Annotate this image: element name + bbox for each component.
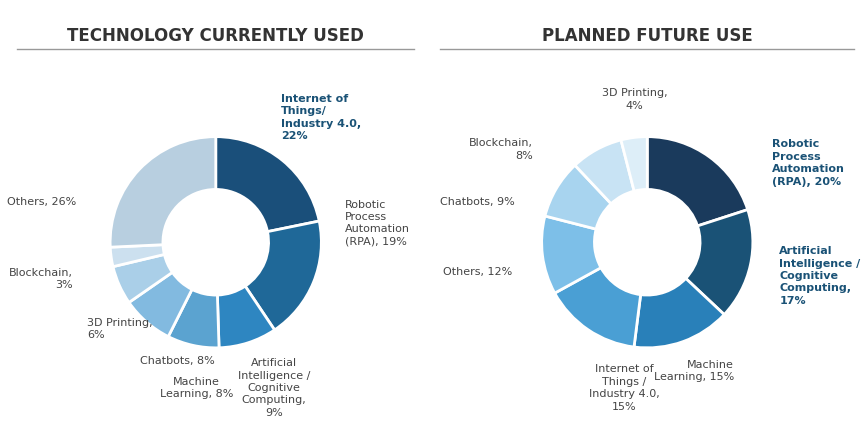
Text: Others, 12%: Others, 12% — [443, 267, 512, 277]
Wedge shape — [216, 137, 319, 232]
Wedge shape — [647, 137, 747, 226]
Wedge shape — [621, 137, 647, 191]
Text: Blockchain,
8%: Blockchain, 8% — [469, 138, 533, 161]
Text: Robotic
Process
Automation
(RPA), 19%: Robotic Process Automation (RPA), 19% — [344, 200, 410, 247]
Text: TECHNOLOGY CURRENTLY USED: TECHNOLOGY CURRENTLY USED — [67, 27, 364, 45]
Text: Internet of
Things/
Industry 4.0,
22%: Internet of Things/ Industry 4.0, 22% — [281, 94, 362, 141]
Wedge shape — [575, 140, 634, 204]
Wedge shape — [545, 165, 611, 229]
Wedge shape — [129, 272, 192, 337]
Text: PLANNED FUTURE USE: PLANNED FUTURE USE — [542, 27, 753, 45]
Text: Machine
Learning, 15%: Machine Learning, 15% — [653, 360, 734, 382]
Text: Chatbots, 8%: Chatbots, 8% — [140, 356, 215, 366]
Wedge shape — [245, 221, 321, 330]
Text: Others, 26%: Others, 26% — [7, 197, 76, 207]
Wedge shape — [113, 255, 173, 303]
Wedge shape — [686, 210, 753, 314]
Text: Machine
Learning, 8%: Machine Learning, 8% — [160, 377, 233, 399]
Wedge shape — [542, 216, 601, 293]
Text: Internet of
Things /
Industry 4.0,
15%: Internet of Things / Industry 4.0, 15% — [589, 364, 659, 411]
Wedge shape — [555, 268, 640, 347]
Wedge shape — [110, 137, 216, 247]
Wedge shape — [110, 245, 164, 266]
Text: Chatbots, 9%: Chatbots, 9% — [440, 197, 515, 207]
Text: Robotic
Process
Automation
(RPA), 20%: Robotic Process Automation (RPA), 20% — [772, 139, 845, 187]
Text: 3D Printing,
4%: 3D Printing, 4% — [602, 88, 667, 111]
Wedge shape — [168, 289, 219, 348]
Wedge shape — [634, 278, 724, 348]
Text: Artificial
Intelligence /
Cognitive
Computing,
17%: Artificial Intelligence / Cognitive Comp… — [779, 246, 860, 306]
Text: Blockchain,
3%: Blockchain, 3% — [9, 268, 73, 290]
Text: Artificial
Intelligence /
Cognitive
Computing,
9%: Artificial Intelligence / Cognitive Comp… — [237, 358, 310, 418]
Wedge shape — [217, 286, 274, 348]
Text: 3D Printing,
6%: 3D Printing, 6% — [87, 317, 153, 340]
